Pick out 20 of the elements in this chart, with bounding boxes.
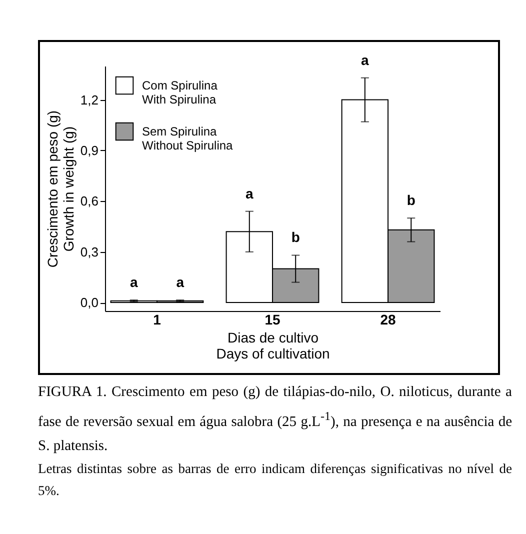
legend-label: Sem Spirulina Without Spirulina <box>142 124 234 152</box>
y-tick-label: 0,3 <box>80 244 98 260</box>
text: Letras distintas sobre as barras de erro indicam diferenças significativas no nível de 5%. <box>38 460 512 500</box>
annotation: b <box>406 192 416 208</box>
annotation: a <box>176 274 184 290</box>
x-tick-label: 15 <box>264 312 280 328</box>
y-tick-label: 0,0 <box>80 295 98 310</box>
x-tick-label: 28 <box>380 312 396 328</box>
y-tick-label: 0,9 <box>80 142 98 158</box>
y-tick-label: 0,6 <box>80 194 98 209</box>
annotation: a <box>361 52 370 68</box>
x-tick-label: 1 <box>153 312 162 328</box>
chart-title: FIGURA 1. Crescimento em peso (g) de tilápias-do-nilo, O. niloticus, durante a fase de reversão sexual em água salobra (25 g.L$^{-1}$), na presença e na ausência de S. platensis. <box>38 384 512 454</box>
x-axis-title: Dias de cultivo Days of cultivation <box>216 330 330 362</box>
annotation: a <box>246 185 254 202</box>
annotation: a <box>130 274 138 290</box>
y-axis-title: Crescimento em peso (g) Growth in weight (g) <box>44 110 76 268</box>
annotation: b <box>291 229 300 246</box>
y-tick-label: 1,2 <box>80 92 98 108</box>
legend-label: Com Spirulina With Spirulina <box>142 78 218 106</box>
